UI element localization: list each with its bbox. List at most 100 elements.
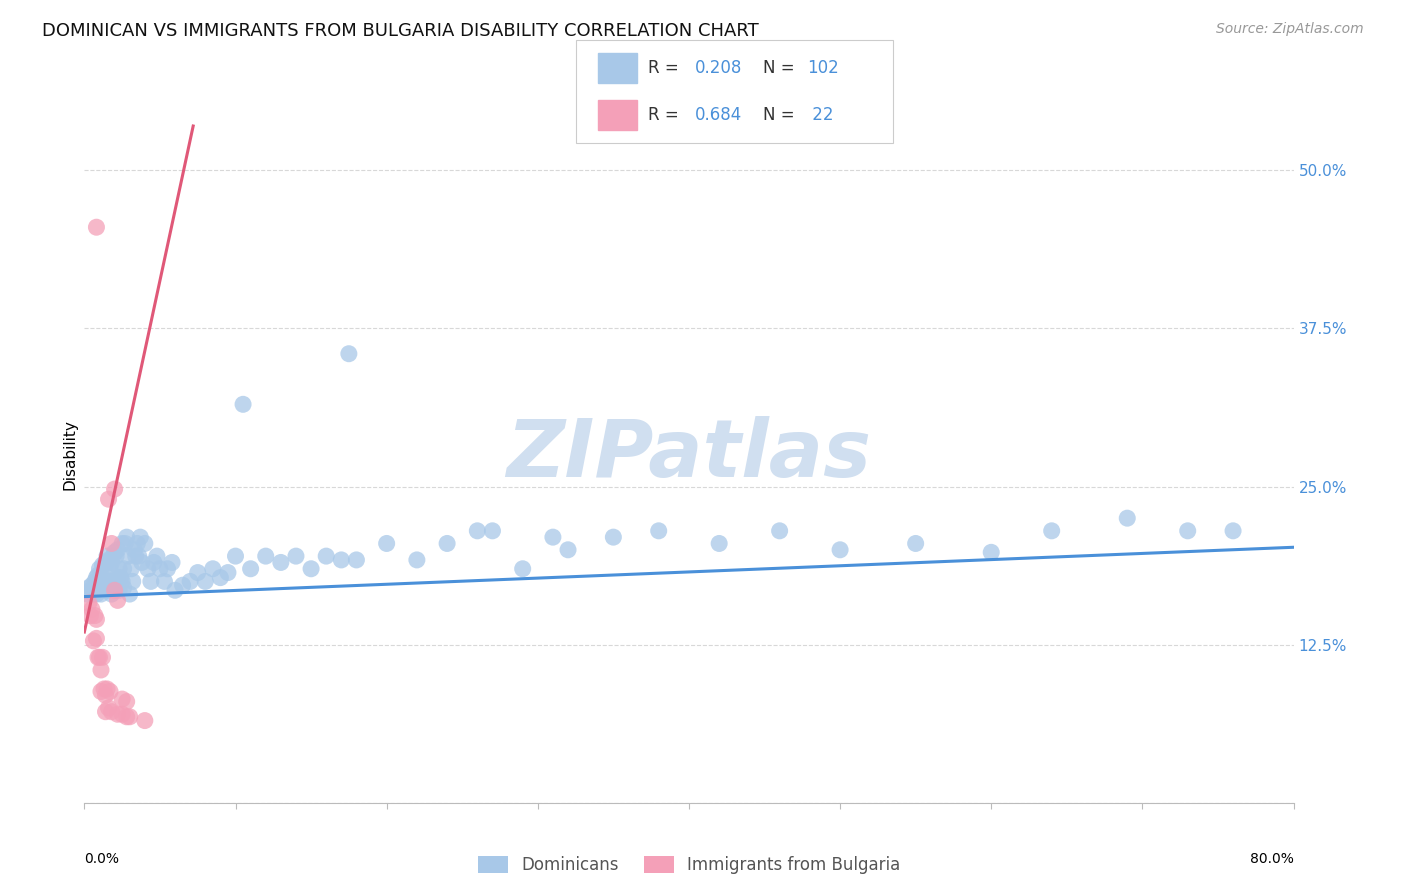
Point (481, 524, 503, 538)
Text: 0.208: 0.208 (695, 59, 742, 77)
Point (165, 583, 187, 598)
Point (108, 583, 131, 598)
Point (194, 574, 217, 589)
Point (100, 705, 122, 719)
Point (84, 608, 107, 623)
Point (136, 562, 159, 576)
Point (127, 536, 149, 550)
Point (86, 587, 108, 601)
Text: ZIPatlas: ZIPatlas (506, 416, 872, 494)
Point (111, 574, 134, 589)
Text: 22: 22 (807, 106, 834, 124)
Point (98, 684, 121, 698)
Point (122, 542, 145, 557)
Point (96, 574, 118, 589)
Point (89, 562, 111, 576)
Point (120, 562, 142, 576)
Point (90, 663, 112, 677)
Point (84, 574, 107, 589)
Point (980, 545, 1002, 559)
Point (153, 574, 176, 589)
Text: Source: ZipAtlas.com: Source: ZipAtlas.com (1216, 22, 1364, 37)
Point (112, 581, 135, 595)
Point (105, 574, 128, 589)
Point (100, 587, 122, 601)
Point (93, 681, 115, 696)
Point (128, 549, 150, 563)
Text: 0.684: 0.684 (695, 106, 742, 124)
Point (86, 220, 108, 235)
Point (160, 556, 183, 570)
Point (100, 556, 122, 570)
Point (104, 482, 127, 496)
Point (89, 650, 111, 665)
Point (97, 492, 120, 507)
Point (541, 530, 564, 544)
Point (93, 583, 115, 598)
Point (115, 695, 138, 709)
Text: 80.0%: 80.0% (1250, 852, 1294, 865)
Point (904, 536, 927, 550)
Point (82, 587, 104, 601)
Text: R =: R = (648, 106, 685, 124)
Point (104, 545, 127, 559)
Point (1222, 524, 1244, 538)
Text: N =: N = (763, 106, 800, 124)
Point (86, 571, 108, 585)
Point (98, 574, 121, 589)
Point (201, 562, 224, 576)
Point (239, 562, 262, 576)
Point (830, 542, 852, 557)
Point (107, 593, 129, 607)
Point (602, 530, 624, 544)
Point (648, 524, 671, 538)
Point (84, 583, 107, 598)
Point (111, 707, 134, 722)
Point (129, 530, 152, 544)
Point (86, 612, 108, 626)
Point (104, 583, 127, 598)
Point (115, 530, 138, 544)
Point (91, 558, 114, 572)
Point (118, 710, 141, 724)
Point (134, 536, 156, 550)
Point (187, 566, 209, 580)
Point (77, 596, 100, 610)
Point (79, 608, 101, 623)
Point (299, 562, 322, 576)
Point (107, 707, 129, 722)
Point (108, 562, 131, 576)
Point (91, 650, 114, 665)
Point (94, 556, 117, 570)
Point (1116, 511, 1139, 525)
Point (107, 571, 129, 585)
Point (104, 583, 127, 598)
Point (557, 542, 579, 557)
Point (97, 553, 120, 567)
Point (107, 542, 129, 557)
Point (105, 549, 128, 563)
Point (90, 684, 112, 698)
Text: R =: R = (648, 59, 685, 77)
Text: 0.0%: 0.0% (84, 852, 120, 865)
Point (97, 701, 120, 715)
Point (87, 650, 110, 665)
Point (117, 549, 139, 563)
Point (93, 562, 115, 576)
Point (97, 583, 120, 598)
Point (112, 562, 135, 576)
Point (254, 549, 277, 563)
Point (217, 566, 239, 580)
Point (436, 536, 458, 550)
Y-axis label: Disability: Disability (62, 419, 77, 491)
Point (76, 587, 98, 601)
Point (80, 578, 103, 592)
Point (121, 574, 143, 589)
Point (111, 692, 134, 706)
Point (90, 587, 112, 601)
Point (209, 571, 232, 585)
Text: DOMINICAN VS IMMIGRANTS FROM BULGARIA DISABILITY CORRELATION CHART: DOMINICAN VS IMMIGRANTS FROM BULGARIA DI… (42, 22, 759, 40)
Point (134, 714, 156, 728)
Point (156, 562, 179, 576)
Point (110, 571, 132, 585)
